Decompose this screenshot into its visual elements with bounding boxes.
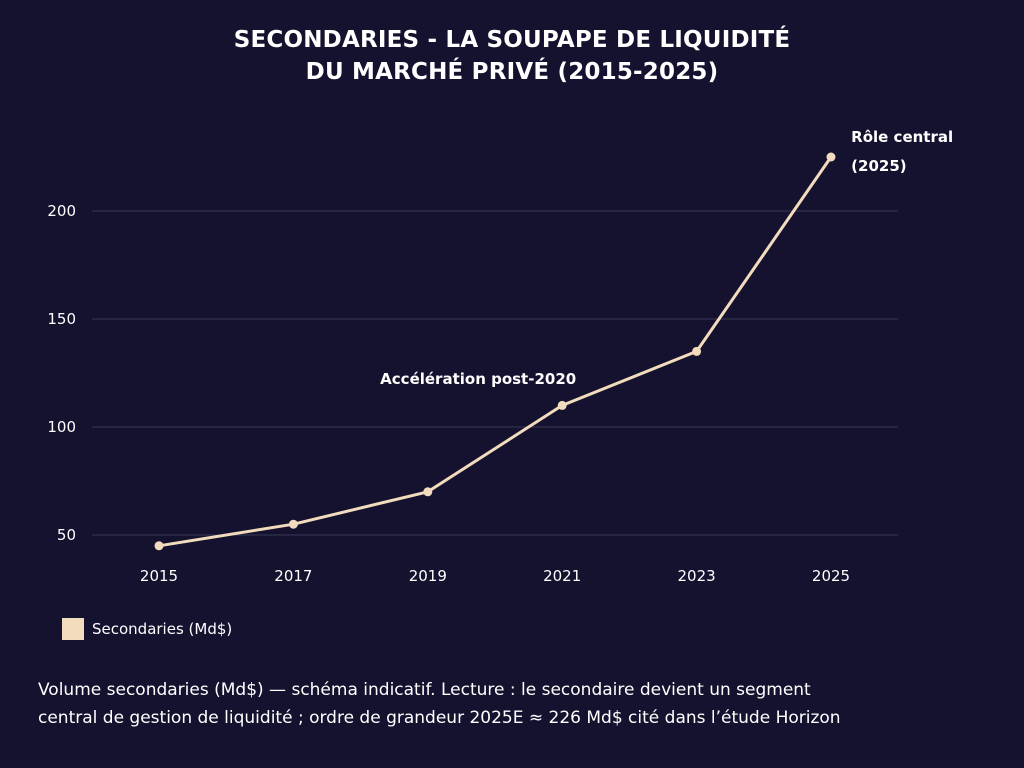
series-group [154,152,836,551]
chart-title-line-2: DU MARCHÉ PRIVÉ (2015-2025) [305,59,719,85]
data-point-2023 [692,346,702,356]
caption-line-2: central de gestion de liquidité ; ordre … [38,708,841,728]
y-axis-tick-labels: 50 100 150 200 [47,202,76,544]
y-tick-label-150: 150 [47,310,76,328]
annotation-2-line-2: (2025) [851,157,906,175]
annotation-1-line-1: Accélération post-2020 [380,370,576,388]
legend: Secondaries (Md$) [62,618,232,640]
legend-swatch [62,618,84,640]
data-point-2019 [423,487,433,497]
legend-label: Secondaries (Md$) [92,620,233,638]
data-point-2025 [826,152,836,162]
y-tick-label-200: 200 [47,202,76,220]
data-point-2015 [154,541,164,551]
y-tick-label-100: 100 [47,418,76,436]
annotations: Accélération post-2020 Rôle central (2025) [380,128,953,388]
chart-title: SECONDARIES - LA SOUPAPE DE LIQUIDITÉ DU… [0,24,1024,88]
x-tick-label-2023: 2023 [678,567,716,585]
x-tick-label-2019: 2019 [409,567,447,585]
x-tick-label-2021: 2021 [543,567,581,585]
x-tick-label-2015: 2015 [140,567,178,585]
chart-title-line-1: SECONDARIES - LA SOUPAPE DE LIQUIDITÉ [233,27,791,53]
annotation-2-line-1: Rôle central [851,128,953,146]
chart-caption: Volume secondaries (Md$) — schéma indica… [38,676,998,732]
data-point-2021 [557,400,567,410]
y-tick-label-50: 50 [57,526,76,544]
data-point-2017 [288,519,298,529]
x-tick-label-2017: 2017 [274,567,312,585]
caption-line-1: Volume secondaries (Md$) — schéma indica… [38,680,811,700]
x-axis-tick-labels: 2015 2017 2019 2021 2023 2025 [140,567,850,585]
series-line [157,155,833,548]
x-tick-label-2025: 2025 [812,567,850,585]
